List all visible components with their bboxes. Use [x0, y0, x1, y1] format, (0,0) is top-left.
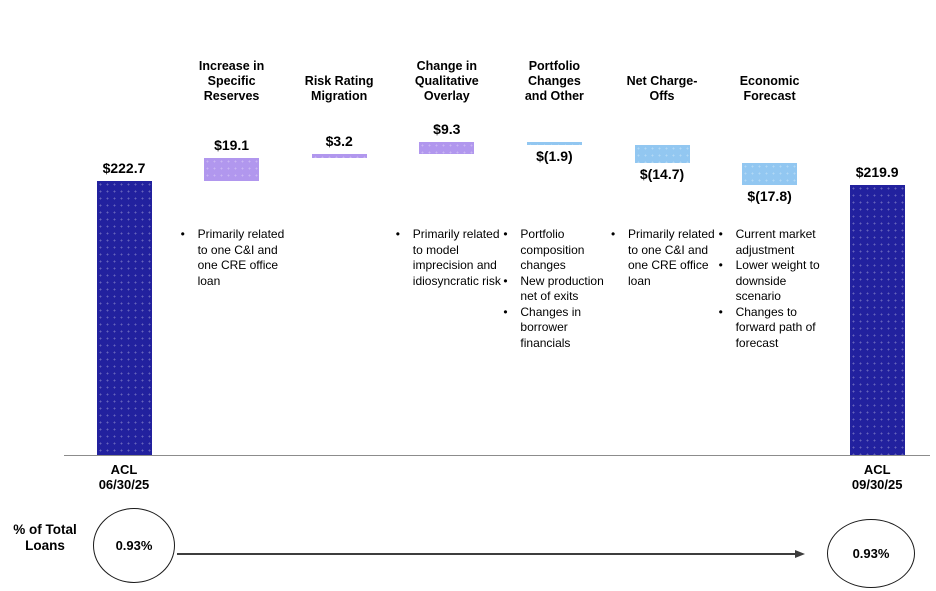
bar-specific_reserves	[204, 157, 260, 182]
notes-economic_forecast: Current market adjustmentLower weight to…	[714, 227, 828, 351]
bar-qualitative_overlay	[419, 142, 475, 154]
value-label-specific_reserves: $19.1	[214, 136, 250, 153]
note-item: Lower weight to downside scenario	[714, 258, 828, 305]
column-header-net_charge_offs: Net Charge- Offs	[626, 74, 698, 103]
value-label-portfolio_changes: $(1.9)	[536, 147, 573, 164]
value-label-acl_start: $222.7	[102, 160, 146, 177]
note-item: Portfolio composition changes	[498, 227, 612, 274]
trend-arrow-head	[795, 549, 805, 558]
bar-portfolio_changes	[526, 142, 582, 145]
notes-portfolio_changes: Portfolio composition changesNew product…	[498, 227, 612, 351]
note-item: Primarily related to one C&I and one CRE…	[176, 227, 290, 289]
start-pct-value: 0.93%	[115, 538, 153, 553]
note-item: Primarily related to model imprecision a…	[391, 227, 505, 289]
pct-total-loans-label: % of Total Loans	[13, 522, 77, 553]
bar-net_charge_offs	[634, 144, 690, 163]
trend-arrow-line	[177, 553, 795, 555]
notes-qualitative_overlay: Primarily related to model imprecision a…	[391, 227, 505, 289]
value-label-risk_rating_migration: $3.2	[325, 132, 353, 149]
note-item: Changes to forward path of forecast	[714, 305, 828, 352]
column-header-portfolio_changes: Portfolio Changes and Other	[524, 59, 584, 103]
column-header-economic_forecast: Economic Forecast	[739, 74, 800, 103]
note-item: Primarily related to one C&I and one CRE…	[606, 227, 720, 289]
bar-risk_rating_migration	[311, 153, 367, 158]
note-item: Current market adjustment	[714, 227, 828, 258]
column-header-specific_reserves: Increase in Specific Reserves	[198, 59, 265, 103]
column-header-risk_rating_migration: Risk Rating Migration	[304, 74, 374, 103]
note-item: New production net of exits	[498, 274, 612, 305]
bar-economic_forecast	[742, 162, 798, 185]
start-pct-ellipse: 0.93%	[93, 508, 175, 583]
bar-acl_end	[849, 184, 905, 455]
bar-acl_start	[96, 181, 152, 455]
value-label-economic_forecast: $(17.8)	[747, 187, 792, 204]
end-pct-ellipse: 0.93%	[827, 519, 915, 588]
x-axis-line	[64, 455, 930, 457]
column-header-qualitative_overlay: Change in Qualitative Overlay	[414, 59, 479, 103]
value-label-acl_end: $219.9	[855, 163, 899, 180]
axis-label-acl_end: ACL 09/30/25	[851, 462, 903, 492]
end-pct-value: 0.93%	[852, 546, 890, 561]
notes-net_charge_offs: Primarily related to one C&I and one CRE…	[606, 227, 720, 289]
value-label-qualitative_overlay: $9.3	[433, 121, 461, 138]
value-label-net_charge_offs: $(14.7)	[639, 165, 685, 182]
notes-specific_reserves: Primarily related to one C&I and one CRE…	[176, 227, 290, 289]
axis-label-acl_start: ACL 06/30/25	[98, 462, 150, 492]
note-item: Changes in borrower financials	[498, 305, 612, 352]
